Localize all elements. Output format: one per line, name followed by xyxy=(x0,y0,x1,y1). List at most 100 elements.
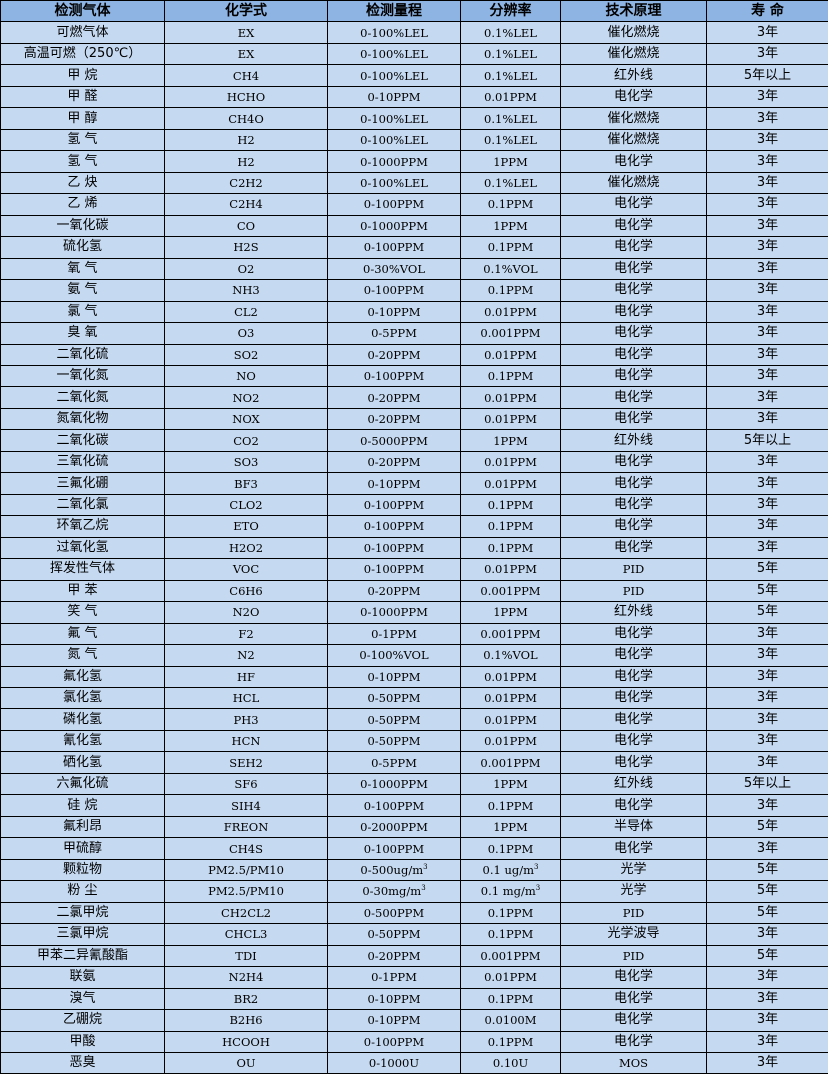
resolution-cell: 0.001PPM xyxy=(460,322,561,345)
resolution-cell: 1PPM xyxy=(460,772,561,796)
range-cell: 0-100PPM xyxy=(327,515,461,538)
range-cell: 0-20PPM xyxy=(327,343,461,366)
principle-cell: 电化学 xyxy=(560,343,707,366)
table-row: 氮氧化物 NOX 0-20PPM 0.01PPM 电化学 3年 xyxy=(0,407,828,431)
principle-cell: 电化学 xyxy=(560,794,707,817)
formula-cell: CO xyxy=(164,214,328,238)
resolution-cell: 0.1PPM xyxy=(460,279,561,302)
gas-cell: 联氨 xyxy=(0,966,165,989)
range-cell: 0-100%VOL xyxy=(327,644,461,667)
gas-cell: 颗粒物 xyxy=(0,858,165,882)
resolution-cell: 0.001PPM xyxy=(460,622,561,646)
gas-cell: 硫化氢 xyxy=(0,236,165,259)
lifetime-cell: 3年 xyxy=(706,450,828,474)
table-row: 二氧化氯 CLO2 0-100PPM 0.1PPM 电化学 3年 xyxy=(0,493,828,517)
gas-cell: 甲 醇 xyxy=(0,107,165,130)
principle-cell: 电化学 xyxy=(560,837,707,860)
range-cell: 0-1000PPM xyxy=(327,214,461,238)
lifetime-cell: 3年 xyxy=(706,837,828,860)
resolution-cell: 0.1PPM xyxy=(460,364,561,388)
principle-cell: 光学 xyxy=(560,880,707,903)
lifetime-cell: 5年 xyxy=(706,579,828,603)
formula-cell: HCL xyxy=(164,686,328,710)
resolution-cell: 0.01PPM xyxy=(460,386,561,409)
principle-cell: MOS xyxy=(560,1051,707,1074)
gas-cell: 氢 气 xyxy=(0,128,165,152)
gas-cell: 氯化氢 xyxy=(0,686,165,710)
table-row: 硒化氢 SEH2 0-5PPM 0.001PPM 电化学 3年 xyxy=(0,751,828,774)
gas-cell: 挥发性气体 xyxy=(0,558,165,581)
header-gas: 检测气体 xyxy=(0,0,165,23)
gas-cell: 三氧化硫 xyxy=(0,450,165,474)
gas-cell: 氯 气 xyxy=(0,300,165,324)
formula-cell: VOC xyxy=(164,558,328,581)
principle-cell: 电化学 xyxy=(560,322,707,345)
table-row: 氯 气 CL2 0-10PPM 0.01PPM 电化学 3年 xyxy=(0,300,828,324)
table-row: 甲 苯 C6H6 0-20PPM 0.001PPM PID 5年 xyxy=(0,579,828,603)
formula-cell: H2 xyxy=(164,128,328,152)
table-row: 一氧化氮 NO 0-100PPM 0.1PPM 电化学 3年 xyxy=(0,364,828,388)
formula-cell: OU xyxy=(164,1051,328,1074)
range-cell: 0-50PPM xyxy=(327,729,461,753)
range-cell: 0-1000U xyxy=(327,1051,461,1074)
gas-cell: 环氧乙烷 xyxy=(0,515,165,538)
formula-cell: PH3 xyxy=(164,708,328,731)
lifetime-cell: 3年 xyxy=(706,536,828,560)
table-row: 氰化氢 HCN 0-50PPM 0.01PPM 电化学 3年 xyxy=(0,729,828,753)
formula-cell: N2 xyxy=(164,644,328,667)
principle-cell: 电化学 xyxy=(560,644,707,667)
formula-cell: HCN xyxy=(164,729,328,753)
gas-cell: 氟化氢 xyxy=(0,665,165,689)
range-cell: 0-20PPM xyxy=(327,407,461,431)
principle-cell: 红外线 xyxy=(560,429,707,452)
gas-cell: 甲酸 xyxy=(0,1030,165,1053)
formula-cell: PM2.5/PM10 xyxy=(164,858,328,882)
lifetime-cell: 3年 xyxy=(706,322,828,345)
principle-cell: 电化学 xyxy=(560,536,707,560)
table-row: 乙硼烷 B2H6 0-10PPM 0.0100M 电化学 3年 xyxy=(0,1009,828,1032)
resolution-cell: 1PPM xyxy=(460,815,561,839)
range-cell: 0-10PPM xyxy=(327,665,461,689)
resolution-cell: 0.01PPM xyxy=(460,966,561,989)
formula-cell: EX xyxy=(164,42,328,66)
resolution-cell: 0.1PPM xyxy=(460,236,561,259)
range-cell: 0-20PPM xyxy=(327,579,461,603)
formula-cell: SO3 xyxy=(164,450,328,474)
resolution-cell: 1PPM xyxy=(460,214,561,238)
lifetime-cell: 3年 xyxy=(706,472,828,495)
range-cell: 0-50PPM xyxy=(327,923,461,946)
range-cell: 0-100PPM xyxy=(327,236,461,259)
principle-cell: 电化学 xyxy=(560,193,707,216)
resolution-cell: 0.1%LEL xyxy=(460,42,561,66)
table-row: 甲酸 HCOOH 0-100PPM 0.1PPM 电化学 3年 xyxy=(0,1030,828,1053)
table-row: 氮 气 N2 0-100%VOL 0.1%VOL 电化学 3年 xyxy=(0,644,828,667)
principle-cell: 电化学 xyxy=(560,407,707,431)
resolution-cell: 0.1%LEL xyxy=(460,64,561,87)
lifetime-cell: 3年 xyxy=(706,128,828,152)
lifetime-cell: 3年 xyxy=(706,171,828,195)
lifetime-cell: 3年 xyxy=(706,107,828,130)
table-row: 粉 尘 PM2.5/PM10 0-30mg/m3 0.1 mg/m3 光学 5年 xyxy=(0,880,828,903)
principle-cell: 电化学 xyxy=(560,966,707,989)
table-row: 硅 烷 SIH4 0-100PPM 0.1PPM 电化学 3年 xyxy=(0,794,828,817)
header-row: 检测气体 化学式 检测量程 分辨率 技术原理 寿 命 xyxy=(0,0,828,23)
resolution-cell: 0.1PPM xyxy=(460,837,561,860)
resolution-cell: 0.01PPM xyxy=(460,729,561,753)
formula-cell: CL2 xyxy=(164,300,328,324)
table-row: 氨 气 NH3 0-100PPM 0.1PPM 电化学 3年 xyxy=(0,279,828,302)
range-cell: 0-100%LEL xyxy=(327,128,461,152)
formula-cell: F2 xyxy=(164,622,328,646)
lifetime-cell: 3年 xyxy=(706,686,828,710)
gas-cell: 甲 醛 xyxy=(0,85,165,109)
lifetime-cell: 5年 xyxy=(706,858,828,882)
principle-cell: 光学波导 xyxy=(560,923,707,946)
principle-cell: 电化学 xyxy=(560,622,707,646)
gas-cell: 三氟化硼 xyxy=(0,472,165,495)
table-row: 三氯甲烷 CHCL3 0-50PPM 0.1PPM 光学波导 3年 xyxy=(0,923,828,946)
gas-cell: 甲 烷 xyxy=(0,64,165,87)
table-row: 可燃气体 EX 0-100%LEL 0.1%LEL 催化燃烧 3年 xyxy=(0,21,828,44)
table-row: 氢 气 H2 0-100%LEL 0.1%LEL 催化燃烧 3年 xyxy=(0,128,828,152)
table-row: 六氟化硫 SF6 0-1000PPM 1PPM 红外线 5年以上 xyxy=(0,772,828,796)
gas-cell: 笑 气 xyxy=(0,601,165,624)
gas-cell: 乙 炔 xyxy=(0,171,165,195)
